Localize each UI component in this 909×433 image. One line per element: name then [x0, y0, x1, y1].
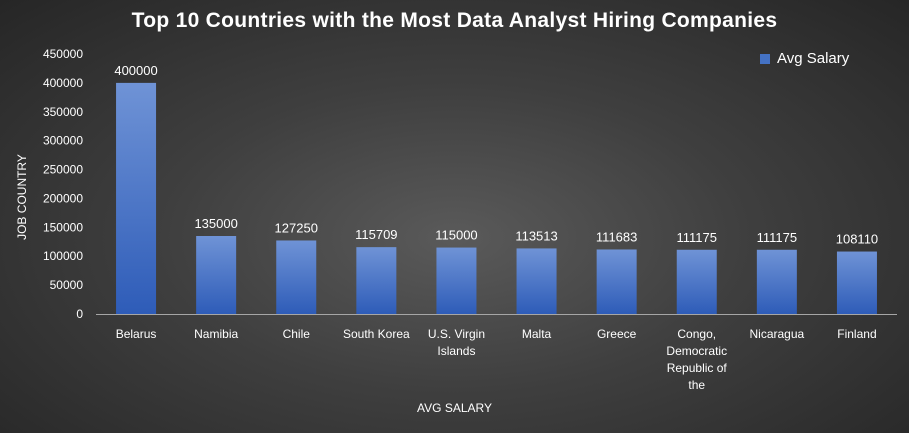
data-label: 111175 — [757, 230, 798, 245]
data-label: 400000 — [114, 63, 157, 78]
y-tick-label: 0 — [76, 307, 83, 321]
bar — [596, 249, 637, 314]
data-label: 113513 — [515, 228, 557, 243]
y-tick-label: 150000 — [43, 220, 83, 234]
x-axis-label: AVG SALARY — [417, 401, 492, 415]
y-tick-label: 350000 — [43, 105, 83, 119]
y-tick-label: 400000 — [43, 76, 83, 90]
bar — [756, 249, 797, 314]
bar — [836, 251, 877, 314]
x-tick-label: Chile — [283, 327, 311, 341]
legend: Avg Salary — [760, 50, 849, 67]
data-label: 111175 — [677, 230, 718, 245]
x-tick-label: South Korea — [343, 327, 410, 341]
bar — [276, 240, 317, 314]
bar — [676, 249, 717, 314]
y-tick-label: 50000 — [50, 278, 84, 292]
legend-label: Avg Salary — [777, 50, 850, 67]
x-tick-label: Nicaragua — [749, 327, 804, 341]
data-label: 127250 — [275, 220, 318, 235]
y-tick-label: 450000 — [43, 47, 83, 61]
x-tick-label: Congo, Democratic Republic of the — [666, 327, 727, 392]
x-tick-label: Malta — [522, 327, 552, 341]
y-tick-label: 300000 — [43, 134, 83, 148]
y-tick-label: 100000 — [43, 249, 83, 263]
bar — [196, 236, 237, 314]
data-label: 115709 — [355, 227, 397, 242]
bar — [356, 247, 397, 314]
x-tick-label: Finland — [837, 327, 876, 341]
data-label: 111683 — [596, 229, 637, 244]
data-label: 115000 — [435, 228, 477, 243]
y-tick-label: 200000 — [43, 191, 83, 205]
data-label: 135000 — [194, 216, 237, 231]
bar — [516, 248, 557, 314]
y-tick-label: 250000 — [43, 163, 83, 177]
legend-swatch — [760, 53, 770, 64]
x-tick-label: Namibia — [194, 327, 238, 341]
bar — [436, 247, 477, 314]
x-tick-label: Greece — [597, 327, 637, 341]
chart-title: Top 10 Countries with the Most Data Anal… — [131, 9, 778, 32]
x-tick-label: U.S. Virgin Islands — [428, 327, 485, 358]
x-tick-label: Belarus — [116, 327, 157, 341]
data-label: 108110 — [836, 232, 878, 247]
bar — [116, 82, 157, 314]
